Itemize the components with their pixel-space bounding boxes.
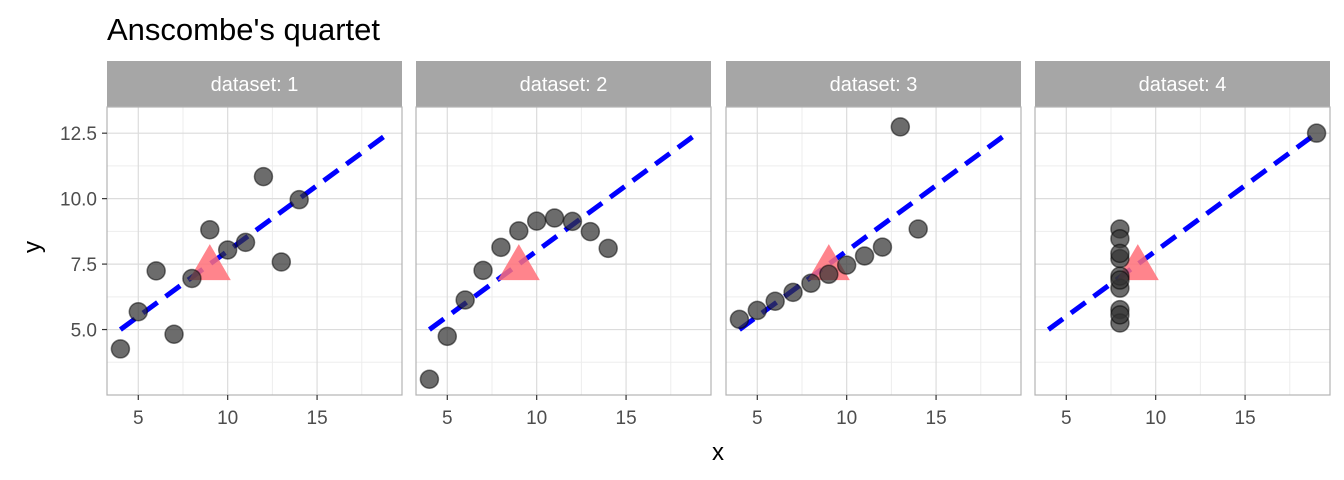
data-point <box>836 255 857 275</box>
x-tick-label: 10 <box>1145 408 1166 429</box>
facet-strip-label: dataset: 3 <box>830 74 918 96</box>
y-tick-label: 10.0 <box>60 190 97 211</box>
plot-background <box>416 107 711 395</box>
data-point <box>819 264 839 285</box>
data-point <box>455 290 475 310</box>
data-point <box>562 211 583 232</box>
x-tick-label: 15 <box>1235 408 1256 429</box>
plot-background <box>726 107 1021 395</box>
facet-strip-label: dataset: 1 <box>211 74 299 96</box>
x-tick-label: 5 <box>442 408 453 429</box>
chart-title: Anscombe's quartet <box>107 12 380 47</box>
facet-strip-label: dataset: 2 <box>520 74 608 96</box>
data-point <box>747 300 768 321</box>
x-tick-label: 15 <box>926 408 947 429</box>
y-axis-title: y <box>19 241 46 253</box>
x-tick-label: 5 <box>1061 408 1072 429</box>
data-point <box>765 291 785 312</box>
x-axis-title: x <box>712 439 724 466</box>
facet-strip <box>1035 61 1330 107</box>
data-point <box>271 252 292 272</box>
x-tick-label: 15 <box>307 408 328 429</box>
plot-background <box>107 107 402 395</box>
x-tick-label: 5 <box>133 408 144 429</box>
data-point <box>598 238 618 259</box>
facet-panel-2: dataset: 2 5 10 15 <box>415 61 712 429</box>
x-tick-label: 10 <box>836 408 857 429</box>
data-point <box>1110 305 1130 325</box>
facet-strip <box>107 61 402 107</box>
y-tick-label: 7.5 <box>71 255 97 276</box>
data-point <box>146 261 166 281</box>
facet-strip <box>416 61 711 107</box>
data-point <box>544 208 565 228</box>
facet-panel-3: dataset: 3 5 10 15 <box>725 61 1022 429</box>
data-point <box>200 220 220 240</box>
x-tick-label: 10 <box>217 408 238 429</box>
data-point <box>217 240 238 260</box>
data-point <box>437 326 458 347</box>
data-point <box>526 211 547 231</box>
x-tick-label: 10 <box>526 408 547 429</box>
data-point <box>235 232 256 253</box>
y-tick-label: 12.5 <box>60 124 97 145</box>
data-point <box>491 237 511 258</box>
data-point <box>473 260 493 281</box>
data-point <box>110 339 131 359</box>
x-tick-label: 15 <box>616 408 637 429</box>
data-point <box>801 273 821 293</box>
data-point <box>1110 270 1130 290</box>
data-point <box>854 246 875 266</box>
data-point <box>289 189 309 210</box>
data-point <box>580 221 601 242</box>
data-point <box>182 268 202 289</box>
data-point <box>783 282 803 303</box>
data-point <box>729 309 750 330</box>
data-point <box>164 324 184 345</box>
panel-border <box>725 106 1022 396</box>
mean-marker <box>497 244 540 281</box>
data-point <box>253 166 274 187</box>
panel-border <box>106 106 403 396</box>
facet-strip <box>726 61 1021 107</box>
data-point <box>908 219 928 239</box>
data-point <box>1110 243 1130 264</box>
data-point <box>890 117 911 137</box>
panel-border <box>415 106 712 396</box>
data-point <box>509 221 529 241</box>
data-point <box>419 369 440 390</box>
data-point <box>128 301 149 322</box>
facet-panel-4: dataset: 4 5 10 15 <box>1034 61 1331 429</box>
facet-panel-1: dataset: 1 5 10 15 <box>106 61 403 429</box>
mean-marker <box>188 244 231 281</box>
y-axis: 5.0 7.5 10.0 12.5 <box>60 124 107 342</box>
x-tick-label: 5 <box>752 408 763 429</box>
plot-background <box>1035 107 1330 395</box>
data-point <box>872 237 893 257</box>
facet-strip-label: dataset: 4 <box>1139 74 1227 96</box>
y-tick-label: 5.0 <box>71 321 97 342</box>
data-point <box>1306 123 1327 143</box>
panel-border <box>1034 106 1331 396</box>
